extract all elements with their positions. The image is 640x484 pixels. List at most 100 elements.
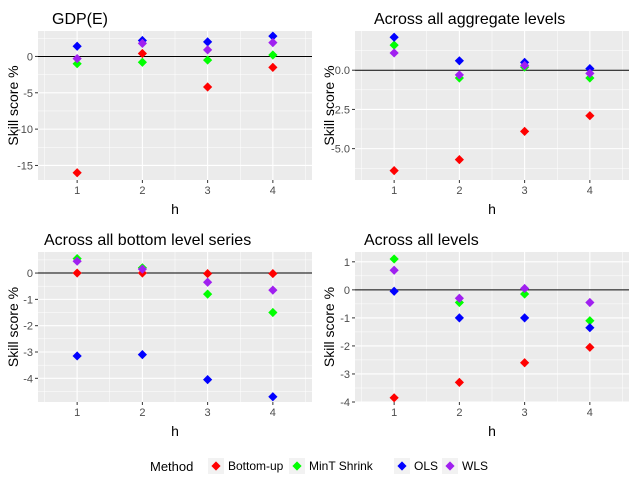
- x-tick-label: 3: [522, 407, 528, 419]
- y-tick-label: -10: [17, 124, 33, 136]
- panel-all-levels: 1 0 -1 -2 -3 -4 1 2 3 4 Across all levels h Skill sc…: [321, 232, 629, 439]
- point-bottom-up-h3: [520, 126, 530, 136]
- legend-label-ols: OLS: [414, 459, 438, 473]
- y-tick-label: -4: [23, 373, 33, 385]
- y-axis-title: Skill score %: [5, 287, 21, 367]
- x-tick-label: 1: [74, 185, 80, 197]
- point-wls-h1: [72, 54, 82, 64]
- legend-item-bottom-up: Bottom-up: [208, 458, 284, 474]
- y-tick-label: -4: [340, 397, 350, 409]
- point-mint-shrink-h1: [72, 59, 82, 69]
- point-bottom-up-h3: [520, 358, 530, 368]
- y-tick-label: -2: [23, 321, 33, 333]
- y-axis-title: Skill score %: [321, 287, 337, 367]
- point-ols-h2: [137, 350, 147, 360]
- y-tick-label: -2: [340, 341, 350, 353]
- panel-title: Across all levels: [364, 232, 479, 249]
- point-ols-h1: [389, 32, 399, 42]
- y-tick-label: -5.0: [331, 144, 350, 156]
- y-axis-title: Skill score %: [321, 65, 337, 145]
- point-ols-h4: [268, 31, 278, 41]
- point-ols-h4: [585, 64, 595, 74]
- y-tick-label: -5: [23, 88, 33, 100]
- y-tick-label: 0.0: [335, 65, 350, 77]
- point-wls-h1: [389, 265, 399, 275]
- point-mint-shrink-h4: [585, 73, 595, 83]
- point-ols-h4: [585, 323, 595, 333]
- x-axis-title: h: [488, 423, 496, 439]
- point-wls-h1: [72, 256, 82, 266]
- point-ols-h3: [203, 375, 213, 385]
- point-wls-h2: [137, 38, 147, 48]
- point-mint-shrink-h3: [520, 289, 530, 299]
- point-wls-h2: [454, 293, 464, 303]
- point-bottom-up-h2: [454, 155, 464, 165]
- point-mint-shrink-h3: [203, 289, 213, 299]
- point-ols-h1: [72, 41, 82, 51]
- point-ols-h2: [454, 313, 464, 323]
- panel-gdp-e: 0 -5 -10 -15 1 2 3 4 GDP(E) h Skill score %: [5, 11, 312, 217]
- panel-bottom-level: 0 -1 -2 -3 -4 1 2 3 4 Across all bottom level ser…: [5, 232, 312, 439]
- legend-label-wls: WLS: [462, 459, 488, 473]
- x-tick-label: 2: [139, 407, 145, 419]
- legend-key-bottom-up: [211, 461, 221, 471]
- x-tick-label: 3: [205, 185, 211, 197]
- legend: Method Bottom-up MinT Shrink OLS WLS: [150, 458, 488, 474]
- point-wls-h4: [268, 38, 278, 48]
- point-bottom-up-h4: [268, 62, 278, 72]
- point-mint-shrink-h1: [389, 254, 399, 264]
- x-tick-label: 4: [587, 185, 593, 197]
- point-ols-h2: [454, 56, 464, 66]
- y-tick-label: -1: [23, 294, 33, 306]
- point-mint-shrink-h1: [389, 40, 399, 50]
- point-bottom-up-h1: [389, 393, 399, 403]
- x-axis-title: h: [488, 201, 496, 217]
- legend-item-wls: WLS: [442, 458, 488, 474]
- point-wls-h3: [203, 45, 213, 55]
- point-ols-h1: [389, 286, 399, 296]
- point-mint-shrink-h3: [203, 55, 213, 65]
- legend-key-ols: [397, 461, 407, 471]
- x-tick-label: 1: [74, 407, 80, 419]
- point-wls-h3: [203, 277, 213, 287]
- x-axis-title: h: [171, 423, 179, 439]
- y-tick-label: 0: [27, 51, 33, 63]
- y-tick-label: 1: [344, 257, 350, 269]
- x-tick-label: 2: [456, 185, 462, 197]
- point-bottom-up-h4: [585, 342, 595, 352]
- y-tick-label: -2.5: [331, 104, 350, 116]
- x-tick-label: 3: [522, 185, 528, 197]
- point-bottom-up-h4: [585, 111, 595, 121]
- y-tick-label: 0: [27, 268, 33, 280]
- point-bottom-up-h1: [72, 268, 82, 278]
- point-wls-h1: [389, 48, 399, 58]
- panel-title: GDP(E): [52, 11, 108, 28]
- point-ols-h3: [520, 313, 530, 323]
- point-wls-h2: [454, 70, 464, 80]
- legend-label-mint-shrink: MinT Shrink: [309, 459, 374, 473]
- point-mint-shrink-h4: [268, 307, 278, 318]
- point-bottom-up-h4: [268, 268, 278, 279]
- legend-key-mint-shrink: [292, 461, 302, 471]
- point-bottom-up-h1: [72, 168, 82, 178]
- point-mint-shrink-h2: [137, 57, 147, 67]
- y-tick-label: -1: [340, 313, 350, 325]
- point-wls-h3: [520, 60, 530, 71]
- point-mint-shrink-h4: [268, 50, 278, 60]
- point-wls-h3: [520, 283, 530, 294]
- legend-key-wls: [445, 461, 455, 471]
- point-wls-h4: [268, 285, 278, 295]
- x-tick-label: 3: [205, 407, 211, 419]
- x-tick-label: 2: [456, 407, 462, 419]
- point-bottom-up-h2: [454, 377, 464, 387]
- point-bottom-up-h1: [389, 165, 399, 176]
- y-tick-label: -15: [17, 160, 33, 172]
- point-ols-h1: [72, 351, 82, 361]
- point-wls-h4: [585, 297, 595, 308]
- point-mint-shrink-h4: [585, 316, 595, 326]
- legend-title: Method: [150, 459, 193, 474]
- x-tick-label: 1: [391, 185, 397, 197]
- panel-title: Across all aggregate levels: [374, 11, 565, 28]
- y-tick-label: 0: [344, 285, 350, 297]
